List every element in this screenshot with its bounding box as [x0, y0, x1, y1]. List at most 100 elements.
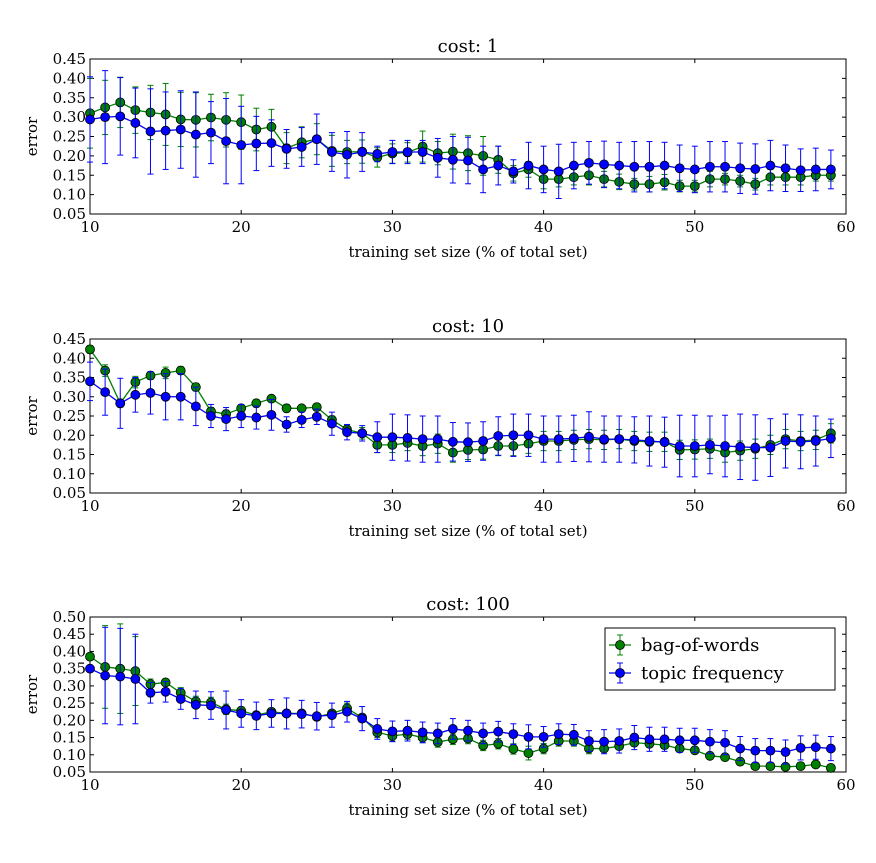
data-point [130, 389, 141, 400]
subplot-2: cost: 10 10 20 30 40 50 60 0.050.100.15 0.200.25… [23, 316, 856, 540]
data-point [629, 161, 640, 172]
data-point [780, 747, 791, 757]
data-point [780, 163, 791, 174]
y-tick-label: 0.15 [53, 446, 86, 464]
data-point [311, 411, 322, 422]
data-point [538, 434, 549, 445]
y-tick-label: 0.10 [53, 465, 86, 483]
data-point [825, 743, 836, 754]
data-point [190, 129, 201, 140]
data-point [100, 387, 111, 398]
data-point [115, 671, 126, 682]
subplot-3: cost: 100 10 20 30 40 50 60 0.050.100.150.200.2… [23, 594, 856, 819]
legend-frame [604, 627, 836, 691]
data-point [508, 166, 519, 177]
chart-title: cost: 10 [432, 316, 504, 337]
y-tick-label: 0.40 [53, 349, 86, 367]
series-line [89, 101, 831, 187]
plot-frame [89, 616, 847, 773]
data-point [629, 434, 640, 445]
data-point [659, 437, 670, 448]
data-point [674, 441, 685, 451]
data-point [160, 125, 171, 136]
data-point [387, 726, 398, 737]
data-point [523, 748, 534, 758]
data-point [644, 161, 655, 172]
data-point [659, 160, 670, 171]
y-tick-label: 0.50 [53, 608, 86, 626]
data-point [281, 143, 292, 154]
data-point [493, 160, 504, 171]
data-point [614, 434, 625, 445]
data-point [85, 344, 95, 355]
y-tick-label: 0.35 [53, 660, 86, 678]
data-point [478, 728, 489, 739]
data-point [311, 134, 322, 145]
data-point [236, 708, 247, 719]
data-point [659, 734, 670, 745]
data-point [342, 706, 352, 717]
data-point [221, 136, 231, 147]
x-tick-label: 20 [232, 497, 251, 515]
data-point [538, 731, 549, 742]
series-line [89, 115, 831, 173]
data-point [190, 401, 201, 412]
y-axis-label: error [23, 674, 41, 714]
data-point [387, 432, 398, 443]
data-point [705, 439, 715, 450]
series-topic-frequency [85, 626, 836, 765]
data-point [85, 114, 95, 125]
data-point [327, 147, 337, 157]
data-point [432, 728, 443, 739]
data-point [735, 743, 746, 754]
data-point [221, 414, 231, 424]
data-point [720, 441, 730, 451]
chart-title: cost: 100 [426, 594, 510, 615]
data-point [644, 436, 655, 446]
data-point [206, 411, 216, 421]
data-point [765, 160, 776, 171]
data-point [417, 727, 428, 738]
data-point [85, 651, 95, 662]
y-tick-label: 0.05 [53, 484, 86, 502]
data-point [206, 127, 216, 138]
y-tick-label: 0.30 [53, 108, 86, 126]
series-line [89, 380, 831, 449]
data-point [432, 434, 443, 445]
data-point [795, 436, 806, 447]
y-tick-label: 0.20 [53, 147, 86, 165]
data-point [100, 670, 111, 681]
data-point [251, 138, 262, 149]
data-point [810, 759, 821, 770]
series-line [89, 349, 832, 454]
y-tick-label: 0.30 [53, 677, 86, 695]
data-point [357, 713, 368, 724]
chart-title: cost: 1 [438, 36, 499, 57]
data-point [387, 147, 398, 157]
y-tick-label: 0.45 [53, 50, 86, 68]
y-tick-label: 0.35 [53, 89, 86, 107]
y-tick-label: 0.35 [53, 369, 86, 387]
x-tick-label: 50 [685, 497, 704, 515]
x-tick-label: 10 [80, 497, 99, 515]
y-tick-label: 0.25 [53, 407, 86, 425]
x-axis-label: training set size (% of total set) [348, 522, 587, 540]
data-point [281, 403, 292, 414]
data-point [130, 674, 141, 684]
data-point [614, 736, 625, 746]
x-tick-label: 40 [534, 497, 553, 515]
data-point [478, 436, 489, 446]
x-axis-label: training set size (% of total set) [348, 801, 587, 819]
data-point [825, 762, 836, 773]
data-point [221, 705, 231, 715]
y-axis-label: error [23, 395, 41, 435]
data-point [357, 428, 368, 439]
data-point [145, 126, 156, 137]
data-point [689, 164, 700, 175]
data-point [810, 742, 821, 753]
data-point [372, 149, 383, 159]
data-point [765, 442, 776, 453]
data-point [568, 160, 579, 171]
data-point [599, 434, 609, 445]
data-point [372, 724, 383, 734]
